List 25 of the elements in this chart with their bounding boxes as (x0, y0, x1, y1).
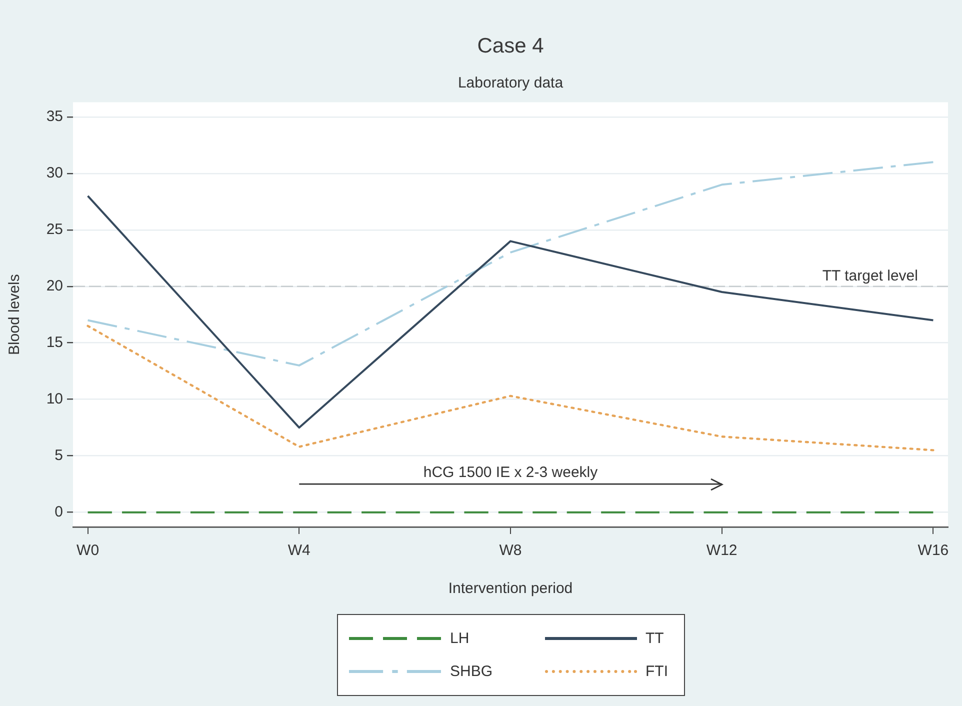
annotation: hCG 1500 IE x 2-3 weekly (423, 464, 598, 482)
chart-subtitle: Laboratory data (458, 74, 564, 92)
line-series (86, 161, 934, 366)
y-axis-title: Blood levels (6, 274, 24, 356)
y-tick-label: 25 (46, 221, 63, 238)
legend-label: LH (450, 630, 470, 647)
y-tick-label: 35 (46, 108, 63, 126)
legend-label: FTI (646, 663, 668, 680)
y-tick-label: 15 (46, 334, 63, 351)
chart-title: Case 4 (477, 34, 544, 58)
y-tick-label: 20 (46, 277, 63, 294)
y-tick-label: 0 (54, 503, 63, 520)
x-tick-label: W8 (499, 542, 522, 560)
y-tick-label: 30 (46, 164, 63, 182)
x-tick-label: W0 (76, 542, 100, 560)
x-tick-label: W4 (288, 542, 310, 560)
ref-line-label: TT target level (822, 267, 918, 284)
x-tick-label: W12 (706, 542, 738, 560)
line-series (86, 324, 934, 452)
x-axis-title: Intervention period (448, 580, 573, 598)
y-tick-label: 10 (46, 390, 63, 408)
legend-label: TT (646, 630, 664, 647)
x-tick-label: W16 (918, 542, 949, 560)
legend-label: SHBG (450, 663, 493, 680)
y-tick-label: 5 (54, 446, 63, 464)
